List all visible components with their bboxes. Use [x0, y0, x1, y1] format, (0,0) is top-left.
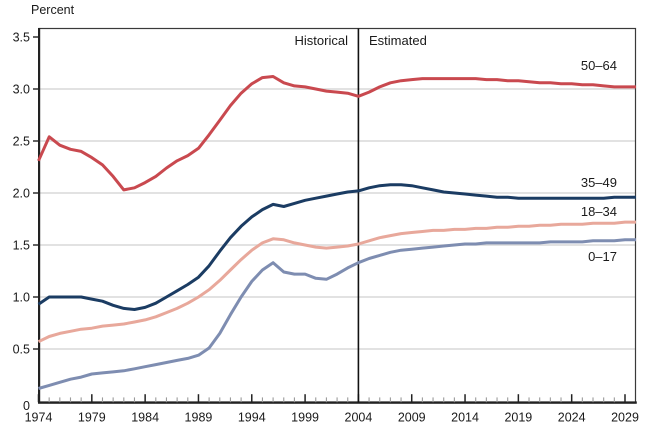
series-line-0-17	[38, 238, 636, 390]
series-label-18-34: 18–34	[580, 204, 617, 219]
x-tick-label-1974: 1974	[25, 411, 53, 425]
x-tick-label-1984: 1984	[131, 411, 159, 425]
x-tick-label-2009: 2009	[398, 411, 426, 425]
estimated-region-label: Estimated	[369, 33, 427, 48]
x-tick-label-2004: 2004	[345, 411, 373, 425]
y-tick-label-1.5: 1.5	[13, 239, 30, 253]
x-tick-label-1994: 1994	[238, 411, 266, 425]
series-line-35-49	[37, 183, 636, 311]
series-line-50-64	[37, 75, 636, 192]
y-axis-title: Percent	[31, 3, 75, 17]
series-label-50-64: 50–64	[580, 58, 617, 73]
x-tick-label-1989: 1989	[185, 411, 213, 425]
x-tick-label-1979: 1979	[78, 411, 106, 425]
y-tick-label-3.5: 3.5	[13, 31, 30, 45]
x-tick-label-2029: 2029	[611, 411, 639, 425]
series-line-18-34	[37, 220, 636, 344]
x-tick-label-2014: 2014	[451, 411, 479, 425]
historical-region-label: Historical	[294, 33, 348, 48]
x-tick-label-2019: 2019	[504, 411, 532, 425]
y-tick-label-2.0: 2.0	[13, 187, 30, 201]
y-tick-label-3.0: 3.0	[13, 83, 30, 97]
series-label-0-17: 0–17	[588, 249, 617, 264]
x-tick-label-1999: 1999	[291, 411, 319, 425]
y-tick-label-2.5: 2.5	[13, 135, 30, 149]
series-label-35-49: 35–49	[580, 175, 617, 190]
y-tick-label-1.0: 1.0	[13, 291, 30, 305]
y-tick-label-0: 0	[23, 399, 30, 413]
y-tick-label-0.5: 0.5	[13, 343, 30, 357]
plot-border	[38, 27, 637, 404]
x-tick-label-2024: 2024	[558, 411, 586, 425]
